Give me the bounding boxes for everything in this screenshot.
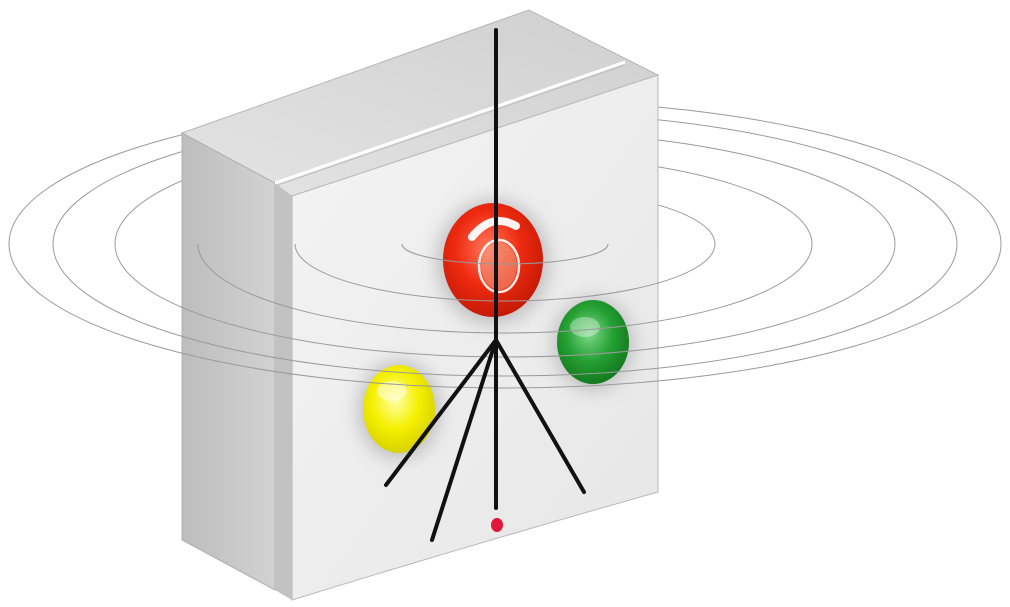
- device-top-seam: [274, 60, 626, 185]
- device-top-seam-shadow: [274, 64, 626, 187]
- antenna: [384, 28, 586, 542]
- device-left-panel: [181, 132, 276, 591]
- yellow-light: [363, 365, 435, 453]
- wave-ring-front: [8, 243, 1002, 389]
- wave-ring-front: [401, 243, 609, 265]
- wave-ring-front: [52, 243, 958, 377]
- wave-ring-front: [197, 243, 813, 334]
- antenna-leg-mid: [430, 338, 498, 542]
- wave-ring-front: [294, 243, 716, 302]
- green-light: [557, 300, 629, 384]
- antenna-leg-left: [384, 338, 498, 487]
- device-front-face: [291, 74, 659, 601]
- indicator-dot: [491, 518, 503, 532]
- antenna-leg-right: [494, 338, 586, 494]
- device-box: [180, 9, 660, 601]
- red-light: [443, 203, 543, 317]
- wave-rings-front: [8, 243, 1002, 389]
- device-inner-panel: [275, 183, 292, 600]
